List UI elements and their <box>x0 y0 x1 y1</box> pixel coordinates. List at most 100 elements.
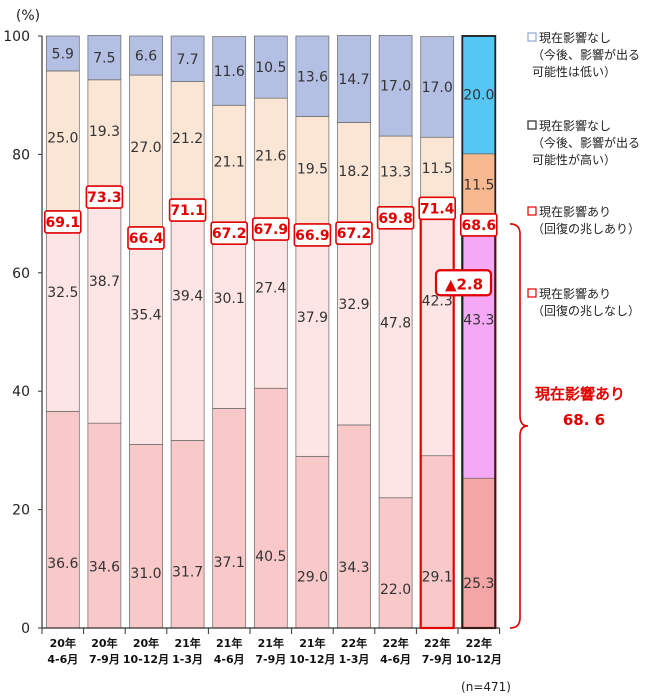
value-label: 27.4 <box>255 281 286 297</box>
legend-label: 現在影響なし <box>539 118 611 133</box>
category-label: 7-9月 <box>255 653 286 666</box>
bar-segment <box>129 234 163 445</box>
bar-segment <box>129 35 163 76</box>
category-label: 7-9月 <box>89 653 120 666</box>
total-label: 69.1 <box>46 215 81 231</box>
bar-segment <box>337 122 371 231</box>
bar-segment <box>461 221 496 479</box>
value-label: 42.3 <box>422 293 453 309</box>
category-label: 10-12月 <box>289 653 335 666</box>
legend-label: 可能性は低い） <box>532 65 616 79</box>
category-label: 22年 <box>466 636 492 650</box>
value-label: 13.3 <box>380 164 411 180</box>
bar-segment <box>461 477 496 629</box>
category-label: 4-6月 <box>380 653 411 666</box>
value-label: 17.0 <box>422 80 453 96</box>
bar-segment <box>420 136 455 206</box>
y-tick-label: 20 <box>12 503 30 519</box>
value-label: 37.9 <box>297 310 328 326</box>
legend-swatch <box>527 288 537 298</box>
category-label: 22年 <box>341 636 367 650</box>
total-box <box>459 213 498 237</box>
bar-segment <box>253 97 288 227</box>
bar-segment <box>295 35 330 117</box>
bar-segment <box>337 424 371 629</box>
impact-bracket <box>509 223 529 629</box>
legend-swatch <box>527 206 537 216</box>
value-label: 47.8 <box>380 315 411 331</box>
bar-segment <box>212 36 247 106</box>
value-label: 21.6 <box>255 149 286 165</box>
value-label: 32.9 <box>338 297 369 313</box>
bar-segment <box>129 444 163 629</box>
total-label: 73.3 <box>87 190 122 206</box>
bar-segment <box>337 35 371 123</box>
value-label: 20.0 <box>463 88 494 104</box>
bar-segment <box>253 35 288 99</box>
legend-label: 可能性が高い） <box>532 152 616 167</box>
category-label: 4-6月 <box>47 653 78 666</box>
value-label: 32.5 <box>47 285 78 301</box>
value-label: 11.6 <box>214 64 245 80</box>
value-label: 19.5 <box>297 161 328 177</box>
bar-segment <box>295 116 330 233</box>
value-label: 22.0 <box>380 582 411 598</box>
category-label: 4-6月 <box>214 653 245 666</box>
bar-segment <box>295 455 330 629</box>
value-label: 31.7 <box>172 565 203 581</box>
legend-swatch <box>527 120 537 130</box>
value-label: 25.3 <box>463 576 494 592</box>
bar-segment <box>378 214 413 499</box>
y-tick-label: 40 <box>12 384 30 400</box>
bar-segment <box>420 455 455 629</box>
total-label: 67.9 <box>254 222 289 238</box>
bar-segment <box>295 231 330 457</box>
value-label: 21.2 <box>172 131 203 147</box>
bar-segment <box>212 408 247 629</box>
legend-label: 現在影響あり <box>539 286 611 301</box>
total-box <box>85 185 124 209</box>
category-label: 21年 <box>174 636 200 650</box>
value-label: 25.0 <box>47 131 78 147</box>
total-box <box>43 210 82 234</box>
total-label: 67.2 <box>212 226 247 242</box>
value-label: 6.6 <box>135 49 157 65</box>
bar-segment <box>420 204 455 457</box>
bar-segment <box>170 81 205 208</box>
category-label: 20年 <box>91 636 117 650</box>
category-label: 1-3月 <box>339 653 370 666</box>
category-label: 7-9月 <box>422 653 453 666</box>
legend-label: 現在影響あり <box>539 204 611 219</box>
bar-segment <box>378 135 413 216</box>
value-label: 5.9 <box>52 46 74 62</box>
change-label: ▲2.8 <box>445 275 483 293</box>
total-box <box>293 223 332 247</box>
category-label: 10-12月 <box>123 653 169 666</box>
legend-swatch <box>527 32 537 42</box>
bar-segment <box>253 387 288 629</box>
category-label: 21年 <box>216 636 242 650</box>
category-label: 22年 <box>424 636 450 650</box>
total-label: 67.2 <box>337 226 372 242</box>
y-tick-label: 100 <box>3 29 30 45</box>
total-box <box>335 221 373 245</box>
bar-segment <box>45 35 80 72</box>
category-label: 20年 <box>50 636 76 650</box>
bar-segment <box>337 229 371 426</box>
value-label: 37.1 <box>214 555 245 571</box>
bracket-title: 現在影響あり <box>535 385 625 403</box>
legend-label: （今後、影響が出る <box>532 135 640 150</box>
bar-segment <box>170 439 205 629</box>
value-label: 31.0 <box>130 566 161 582</box>
value-label: 29.0 <box>297 569 328 585</box>
bar-segment <box>129 74 163 236</box>
total-box <box>127 226 165 250</box>
total-box <box>418 196 457 221</box>
value-label: 30.1 <box>214 291 245 307</box>
total-box <box>168 198 207 222</box>
total-label: 66.4 <box>129 231 164 247</box>
value-label: 11.5 <box>463 177 494 193</box>
total-box <box>376 205 415 230</box>
total-label: 68.6 <box>462 218 497 234</box>
bar-segment <box>212 229 247 409</box>
